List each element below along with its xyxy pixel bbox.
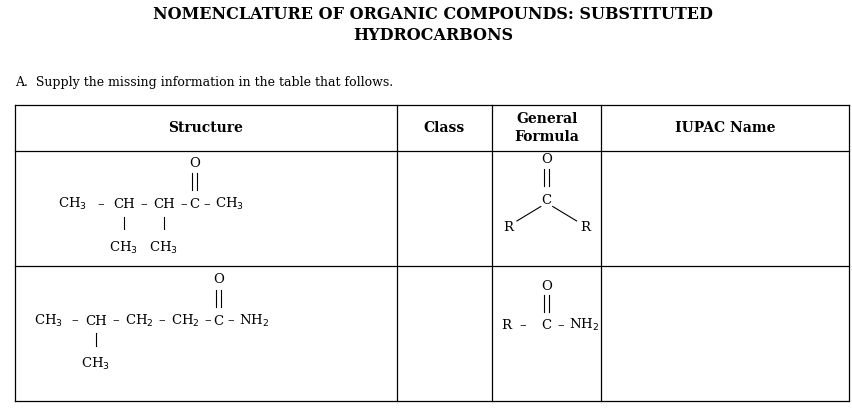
Text: Class: Class [423, 121, 464, 135]
Text: NOMENCLATURE OF ORGANIC COMPOUNDS: SUBSTITUTED: NOMENCLATURE OF ORGANIC COMPOUNDS: SUBST… [153, 6, 712, 23]
Text: –: – [227, 315, 233, 328]
Text: R: R [500, 319, 510, 332]
Text: C: C [189, 198, 199, 211]
Text: CH$_3$: CH$_3$ [109, 240, 138, 256]
Text: CH: CH [153, 198, 175, 211]
Text: CH: CH [85, 315, 106, 328]
Text: –: – [140, 198, 147, 211]
Text: HYDROCARBONS: HYDROCARBONS [353, 26, 513, 44]
Text: A.  Supply the missing information in the table that follows.: A. Supply the missing information in the… [15, 76, 393, 89]
Text: O: O [541, 280, 551, 292]
Text: O: O [189, 157, 199, 170]
Text: CH$_2$: CH$_2$ [170, 313, 199, 329]
Text: General
Formula: General Formula [514, 112, 579, 144]
Text: CH$_3$: CH$_3$ [58, 197, 87, 212]
Text: C: C [213, 315, 223, 328]
Text: –: – [72, 315, 78, 328]
Text: IUPAC Name: IUPAC Name [674, 121, 774, 135]
Text: CH$_3$: CH$_3$ [81, 356, 110, 372]
Text: O: O [213, 273, 223, 286]
Text: –: – [203, 198, 210, 211]
Text: –: – [556, 319, 563, 332]
Text: NH$_2$: NH$_2$ [568, 317, 598, 333]
Text: NH$_2$: NH$_2$ [239, 313, 268, 329]
Text: –: – [158, 315, 165, 328]
Text: C: C [541, 194, 551, 207]
Text: CH$_3$: CH$_3$ [34, 313, 63, 329]
Text: CH$_2$: CH$_2$ [125, 313, 154, 329]
Text: O: O [541, 152, 551, 166]
Text: CH$_3$: CH$_3$ [149, 240, 178, 256]
Text: CH$_3$: CH$_3$ [215, 197, 244, 212]
Text: CH: CH [113, 198, 135, 211]
Text: R: R [503, 221, 513, 234]
Text: C: C [541, 319, 551, 332]
Text: R: R [579, 221, 590, 234]
Text: –: – [112, 315, 119, 328]
Text: –: – [519, 319, 526, 332]
Text: –: – [204, 315, 210, 328]
Text: –: – [97, 198, 104, 211]
Text: Structure: Structure [169, 121, 243, 135]
Text: –: – [180, 198, 187, 211]
